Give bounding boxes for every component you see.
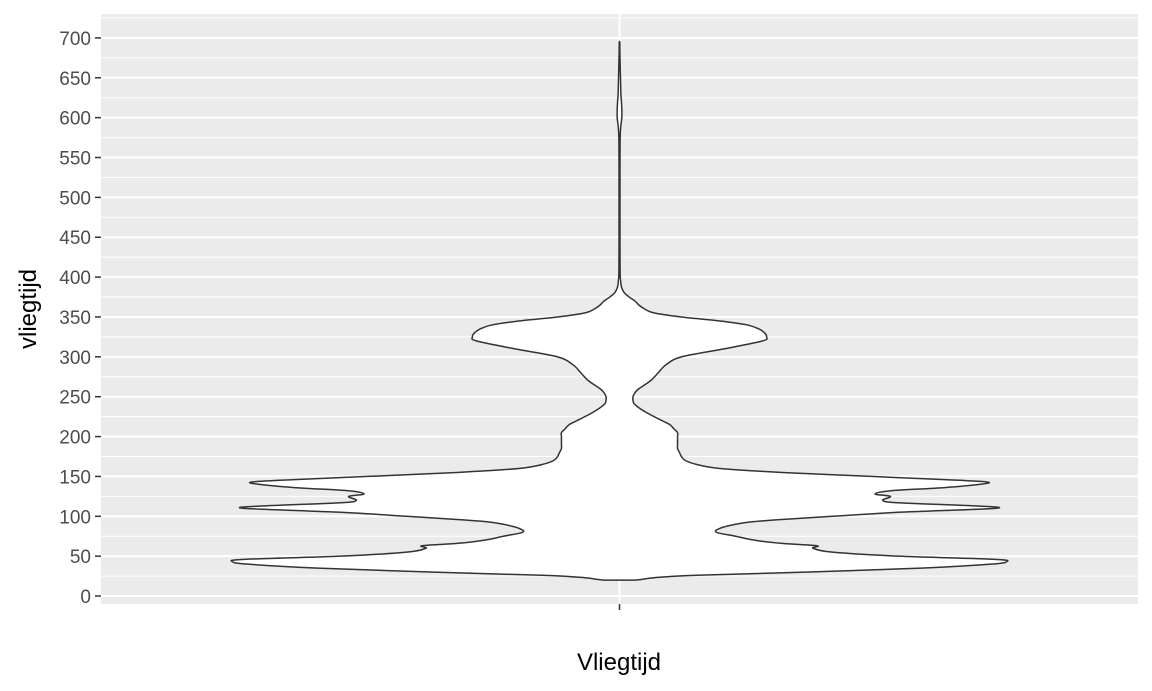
y-tick-label: 150	[59, 467, 91, 488]
y-axis-title: vliegtijd	[15, 269, 42, 349]
y-tick-label: 300	[59, 348, 91, 369]
y-axis: 0 50 100 150 200 250 300 350 400 450 500 550 600 650 7…	[59, 29, 101, 608]
y-tick-label: 200	[59, 428, 91, 449]
y-tick-label: 650	[59, 69, 91, 90]
y-tick-label: 400	[59, 268, 91, 289]
y-tick-label: 100	[59, 507, 91, 528]
y-tick-label: 250	[59, 388, 91, 409]
y-tick-label: 700	[59, 29, 91, 50]
y-tick-label: 50	[70, 547, 91, 568]
violin-layer	[230, 40, 1009, 581]
violin-shape	[230, 40, 1009, 581]
y-tick-label: 500	[59, 188, 91, 209]
y-tick-label: 600	[59, 109, 91, 130]
y-tick-label: 450	[59, 228, 91, 249]
y-tick-label: 350	[59, 308, 91, 329]
x-axis-title: Vliegtijd	[577, 649, 661, 676]
y-tick-label: 0	[80, 587, 91, 608]
y-tick-label: 550	[59, 149, 91, 170]
